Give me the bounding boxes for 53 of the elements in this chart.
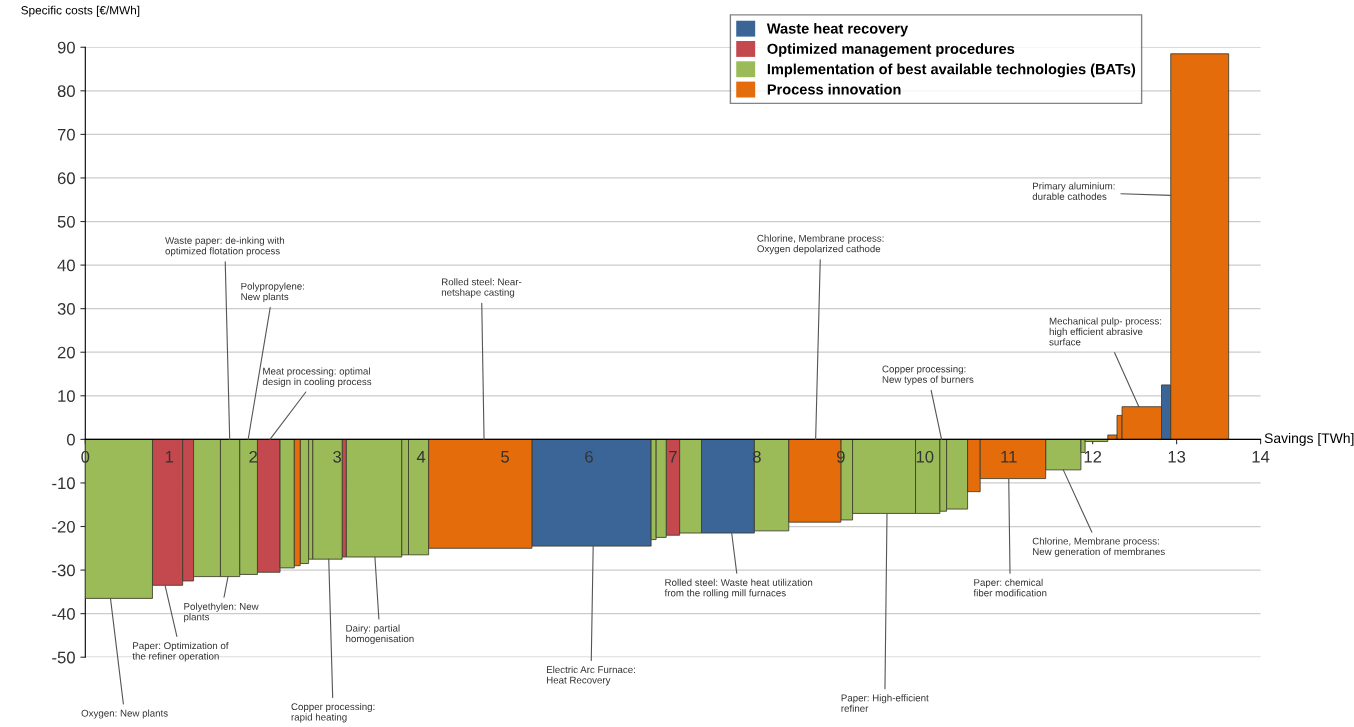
annotation: Copper processing: rapid heating (291, 702, 375, 723)
x-tick-label: 4 (416, 451, 426, 463)
annotation: Oxygen: New plants (81, 709, 168, 719)
x-tick-label: 0 (81, 450, 90, 463)
x-tick-label: 7 (669, 451, 677, 463)
x-tick-label: 1 (165, 451, 174, 463)
y-tick-label: -50 (52, 651, 75, 664)
x-tick-label: 2 (249, 450, 257, 463)
annotation: Paper: chemical fiber modification (973, 578, 1047, 597)
y-tick-label: -20 (52, 520, 75, 533)
legend-label: Optimized management procedures (767, 43, 1015, 57)
x-tick-label: 11 (1001, 451, 1017, 463)
annotation: Copper processing: New types of burners (882, 365, 974, 385)
annotation: Chlorine, Membrane process: New generation of membranes (1032, 537, 1165, 557)
annotation: Polypropylene: New plants (241, 282, 305, 303)
y-tick-label: 30 (57, 303, 75, 315)
y-tick-label: 90 (57, 41, 75, 54)
annotation: Paper: High-efficient refiner (841, 694, 929, 712)
x-tick-label: 10 (916, 450, 934, 463)
annotation: Waste paper: de-inking with optimized flotation process (165, 236, 285, 257)
x-axis-title: Savings [TWh] (1264, 432, 1354, 446)
x-tick-label: 6 (585, 450, 593, 463)
y-tick-label: 60 (57, 172, 75, 185)
y-tick-label: 80 (57, 85, 75, 98)
y-tick-label: 10 (58, 390, 75, 402)
legend-label: Process innovation (767, 83, 901, 95)
x-tick-label: 12 (1084, 450, 1102, 463)
annotation: Paper: Optimization of the refiner operation (132, 641, 229, 662)
annotation: Primary aluminium: durable cathodes (1032, 182, 1115, 200)
annotation: Dairy: partial homogenisation (346, 624, 414, 645)
y-tick-label: -10 (52, 477, 75, 490)
y-tick-label: 50 (57, 215, 75, 228)
y-tick-label: 20 (57, 346, 75, 359)
y-axis-title: Specific costs [€/MWh] (21, 5, 140, 17)
y-tick-label: 0 (66, 433, 75, 446)
annotation: Rolled steel: Waste heat utilization from the rolling mill furnaces (664, 578, 813, 599)
x-tick-label: 5 (501, 451, 509, 463)
annotation: Rolled steel: Near- netshape casting (441, 278, 522, 298)
annotation: Meat processing: optimal design in cooling process (262, 367, 372, 388)
annotation: Chlorine, Membrane process: Oxygen depolarized cathode (757, 234, 884, 255)
x-tick-label: 14 (1252, 451, 1270, 463)
y-tick-label: -40 (52, 608, 75, 620)
annotation: Electric Arc Furnace: Heat Recovery (546, 665, 635, 686)
x-tick-label: 9 (836, 450, 845, 463)
y-tick-label: 70 (57, 128, 75, 141)
x-tick-label: 13 (1168, 450, 1186, 463)
x-tick-label: 3 (333, 450, 342, 463)
y-tick-label: -30 (52, 564, 75, 577)
y-tick-label: 40 (57, 259, 75, 272)
legend-label: Waste heat recovery (766, 23, 909, 37)
legend-label: Implementation of best available technologies (BATs) (767, 63, 1136, 78)
annotation: Polyethylen: New plants (184, 602, 259, 623)
annotation: Mechanical pulp- process: high efficient abrasive surface (1049, 317, 1162, 346)
